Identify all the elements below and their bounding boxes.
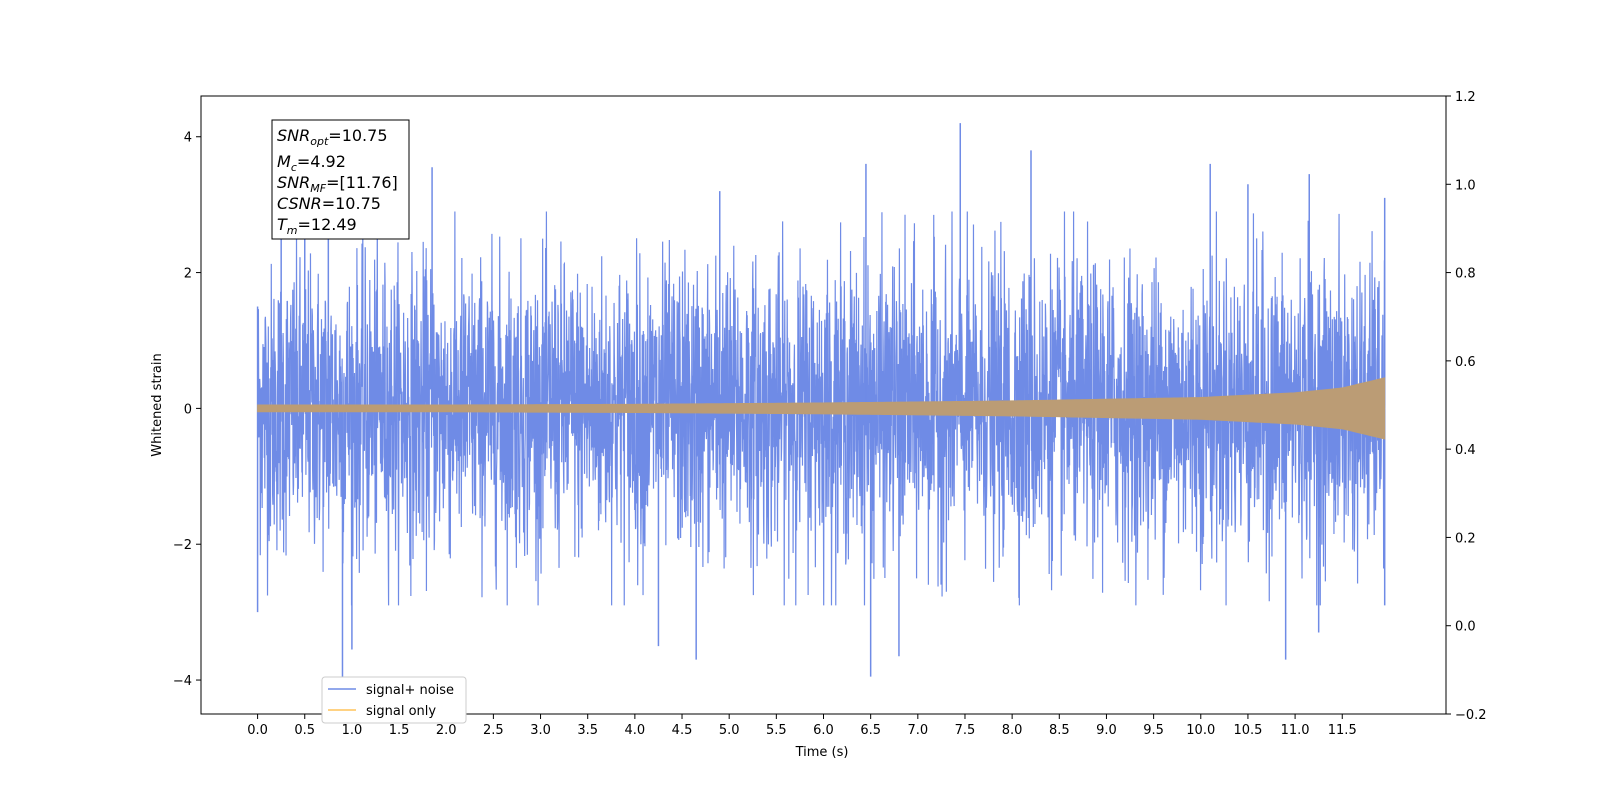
x-tick-label: 7.0: [907, 723, 928, 738]
y-axis-ticks: −4 −2 0 2 4: [173, 131, 201, 689]
x-tick-label: 4.5: [672, 723, 693, 738]
y2-tick-label: −0.2: [1455, 708, 1487, 723]
info-line: CSNR=10.75: [277, 194, 381, 213]
x-tick-label: 4.0: [625, 723, 646, 738]
y-tick-label: −2: [173, 538, 192, 553]
x-tick-label: 6.0: [813, 723, 834, 738]
x-tick-label: 5.5: [766, 723, 787, 738]
y2-axis-ticks: −0.2 0.0 0.2 0.4 0.6 0.8 1.0 1.2: [1446, 90, 1487, 723]
y2-tick-label: 1.0: [1455, 178, 1476, 193]
x-tick-label: 1.0: [342, 723, 363, 738]
x-tick-label: 10.0: [1186, 723, 1215, 738]
x-axis-label: Time (s): [795, 745, 849, 760]
x-tick-label: 0.5: [294, 723, 315, 738]
x-tick-label: 9.0: [1096, 723, 1117, 738]
x-tick-label: 9.5: [1143, 723, 1164, 738]
y-axis-label: Whitened strain: [150, 353, 165, 456]
y2-tick-label: 0.4: [1455, 443, 1476, 458]
y2-tick-label: 0.8: [1455, 267, 1476, 282]
y2-tick-label: 1.2: [1455, 90, 1476, 105]
y2-tick-label: 0.6: [1455, 355, 1476, 370]
info-line: Mc=4.92: [277, 152, 346, 174]
signal-only-series: [257, 377, 1386, 440]
x-tick-label: 0.0: [247, 723, 268, 738]
x-tick-label: 7.5: [955, 723, 976, 738]
x-tick-label: 5.0: [719, 723, 740, 738]
x-tick-label: 8.0: [1002, 723, 1023, 738]
x-tick-label: 1.5: [389, 723, 410, 738]
x-tick-label: 6.5: [860, 723, 881, 738]
y2-tick-label: 0.0: [1455, 620, 1476, 635]
signal-plus-noise-series: [256, 123, 1386, 677]
x-tick-label: 11.0: [1281, 723, 1310, 738]
x-tick-label: 2.0: [436, 723, 457, 738]
legend: signal+ noise signal only: [321, 676, 467, 724]
info-line: SNRMF=[11.76]: [277, 173, 398, 195]
info-line: Tm=12.49: [277, 215, 357, 237]
info-annotation-box: SNRopt=10.75 Mc=4.92SNRMF=[11.76]CSNR=10.…: [271, 119, 410, 240]
y-tick-label: 0: [184, 402, 192, 417]
y-tick-label: 4: [184, 131, 192, 146]
x-tick-label: 11.5: [1328, 723, 1357, 738]
signal-plus-noise-line: [256, 211, 1386, 606]
x-tick-label: 10.5: [1233, 723, 1262, 738]
x-tick-label: 3.0: [530, 723, 551, 738]
y2-tick-label: 0.2: [1455, 531, 1476, 546]
legend-label-signal-only: signal only: [366, 704, 436, 719]
y-tick-label: 2: [184, 267, 192, 282]
signal-only-band: [257, 377, 1386, 440]
y-tick-label: −4: [173, 674, 192, 689]
x-axis-ticks: 0.0 0.5 1.0 1.5 2.0 2.5 3.0 3.5 4.0 4.5 5.0 5.5 6.0 6…: [247, 714, 1357, 738]
x-tick-label: 2.5: [483, 723, 504, 738]
x-tick-label: 3.5: [577, 723, 598, 738]
legend-label-signal-plus-noise: signal+ noise: [366, 683, 454, 698]
x-tick-label: 8.5: [1049, 723, 1070, 738]
info-line: SNRopt=10.75: [277, 126, 388, 148]
